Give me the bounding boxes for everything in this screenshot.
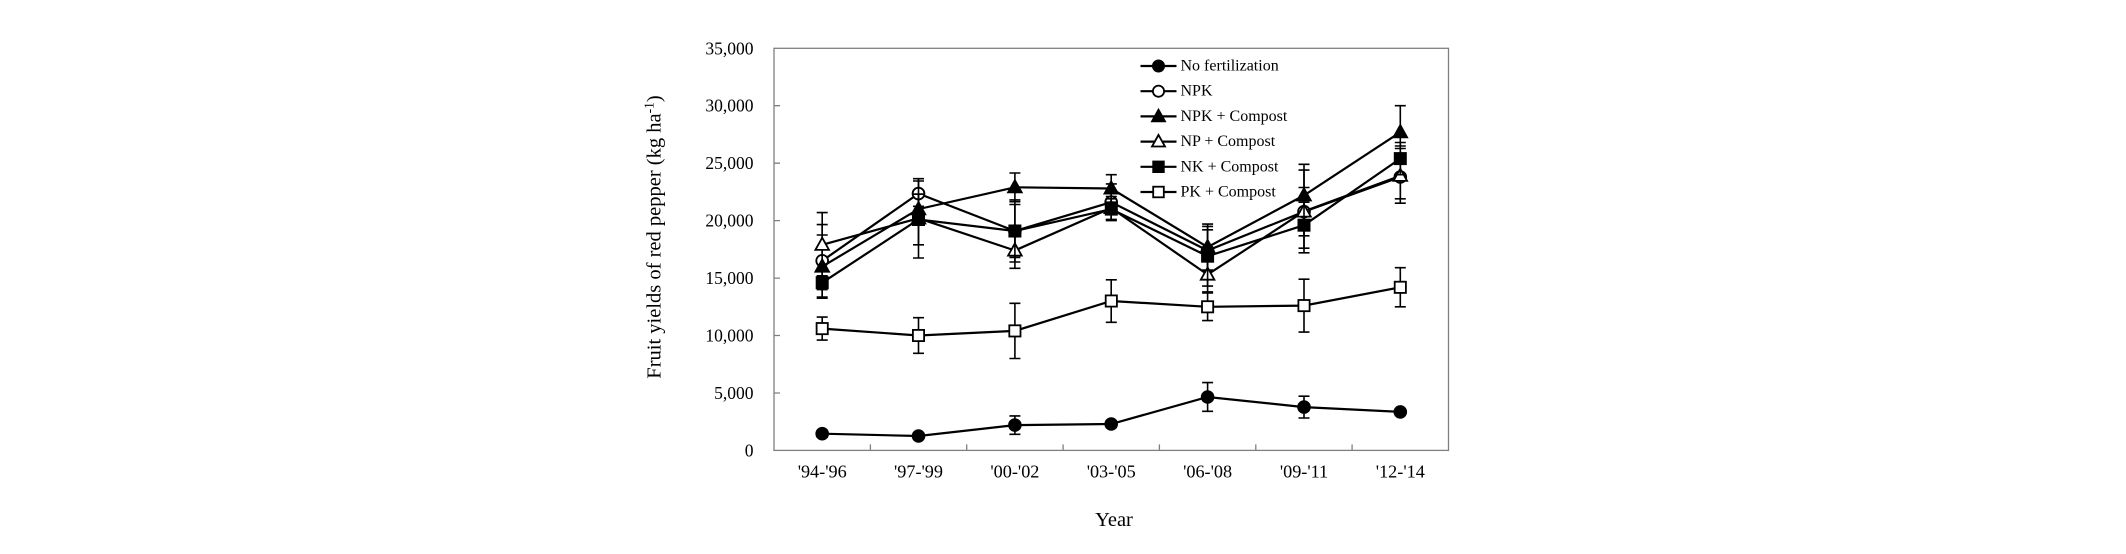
svg-text:35,000: 35,000 [705,38,753,58]
svg-text:'06-'08: '06-'08 [1183,462,1232,482]
svg-text:25,000: 25,000 [705,153,753,173]
svg-text:'97-'99: '97-'99 [894,462,943,482]
svg-text:'00-'02: '00-'02 [990,462,1039,482]
svg-text:No fertilization: No fertilization [1181,58,1279,75]
svg-text:'94-'96: '94-'96 [798,462,847,482]
svg-text:PK + Compost: PK + Compost [1181,184,1277,201]
svg-text:10,000: 10,000 [705,326,753,346]
svg-text:Fruit yields of red pepper (kg: Fruit yields of red pepper (kg ha-1) [642,95,666,378]
svg-text:NK + Compost: NK + Compost [1181,158,1279,175]
svg-text:Year: Year [1095,509,1133,531]
svg-text:'12-'14: '12-'14 [1376,462,1425,482]
svg-text:NP + Compost: NP + Compost [1181,133,1276,150]
svg-text:0: 0 [745,440,754,460]
svg-text:20,000: 20,000 [705,211,753,231]
svg-text:NPK: NPK [1181,83,1213,100]
svg-text:15,000: 15,000 [705,268,753,288]
svg-text:30,000: 30,000 [705,96,753,116]
svg-text:NPK + Compost: NPK + Compost [1181,108,1288,125]
svg-text:'03-'05: '03-'05 [1087,462,1136,482]
svg-text:5,000: 5,000 [714,383,754,403]
svg-text:'09-'11: '09-'11 [1280,462,1328,482]
